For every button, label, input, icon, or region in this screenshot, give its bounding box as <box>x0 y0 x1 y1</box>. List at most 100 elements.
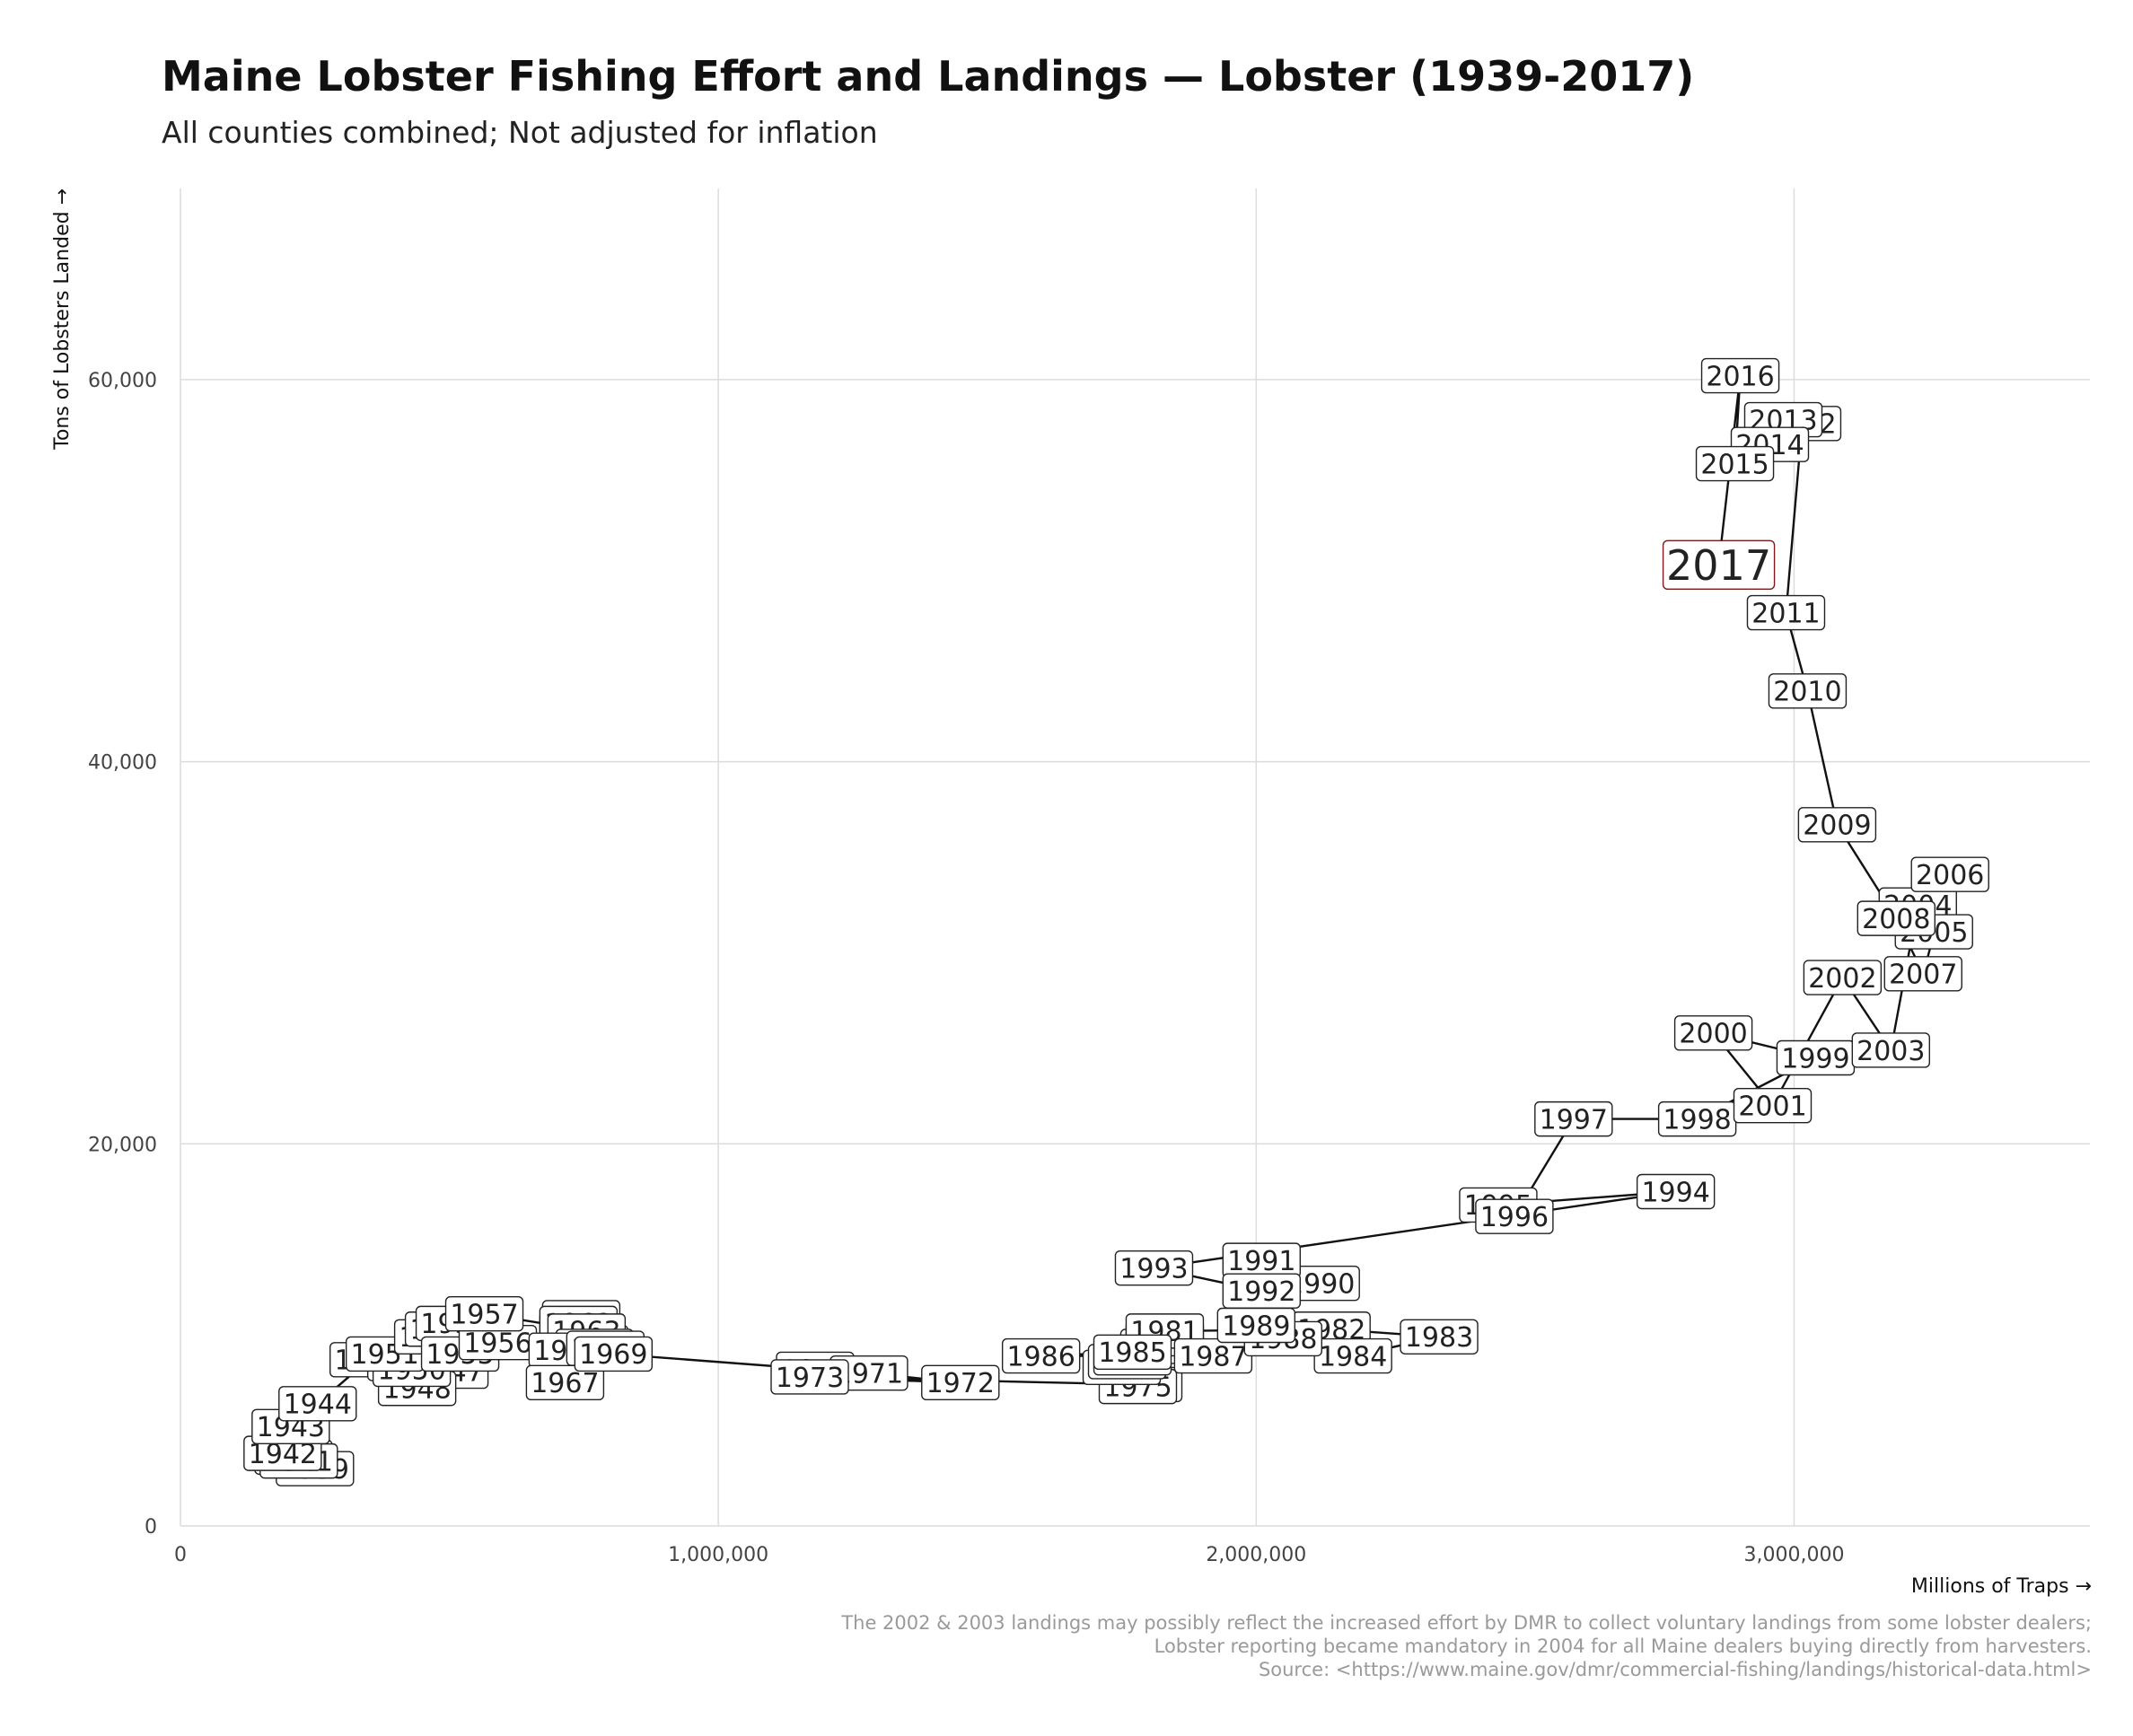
year-label-text: 1985 <box>1098 1337 1166 1369</box>
year-label-box <box>278 1386 357 1422</box>
y-tick-label: 0 <box>145 1516 157 1539</box>
year-label-box <box>444 1296 524 1332</box>
year-label: 1997 <box>1534 1100 1613 1137</box>
year-label-text: 1956 <box>463 1328 531 1359</box>
year-label-text: 2010 <box>1773 677 1841 708</box>
year-label: 1992 <box>1222 1273 1302 1309</box>
x-tick-label: 1,000,000 <box>668 1544 768 1566</box>
year-label: 1973 <box>770 1359 849 1395</box>
year-label-box <box>1910 856 1989 892</box>
year-label: 2007 <box>1883 956 1962 992</box>
year-label: 1993 <box>1114 1249 1194 1286</box>
year-label: 1984 <box>1313 1337 1392 1374</box>
year-label-text: 2000 <box>1679 1019 1747 1050</box>
year-label: 1983 <box>1400 1319 1479 1355</box>
chart-caption: The 2002 & 2003 landings may possibly re… <box>841 1611 2092 1681</box>
year-label-box <box>1883 956 1962 992</box>
year-label-text: 1957 <box>450 1300 518 1331</box>
year-label: 2006 <box>1910 856 1989 892</box>
year-label-text: 1983 <box>1405 1322 1473 1354</box>
year-label-box <box>1733 1088 1813 1124</box>
year-label-box <box>1534 1100 1613 1137</box>
x-axis-title: Millions of Traps → <box>1911 1575 2092 1598</box>
x-tick-label: 2,000,000 <box>1206 1544 1306 1566</box>
year-label: 2001 <box>1733 1088 1813 1124</box>
caption-line-2: Lobster reporting became mandatory in 20… <box>1154 1635 2092 1657</box>
y-tick-label: 20,000 <box>88 1134 157 1156</box>
year-label: 2009 <box>1797 807 1877 843</box>
year-label: 2002 <box>1803 960 1883 995</box>
year-label-box <box>1695 445 1775 482</box>
year-label-text: 2007 <box>1889 960 1957 991</box>
year-label: 1986 <box>1001 1337 1081 1374</box>
year-label: 1996 <box>1475 1198 1554 1234</box>
year-label-box <box>1797 807 1877 843</box>
year-label-text: 1969 <box>579 1339 647 1371</box>
year-label: 1972 <box>921 1364 1000 1401</box>
year-label: 1994 <box>1636 1173 1716 1210</box>
year-label: 1985 <box>1093 1334 1172 1371</box>
year-label-box <box>1093 1334 1172 1371</box>
x-tick-label: 0 <box>174 1544 187 1566</box>
year-label: 1956 <box>458 1324 538 1361</box>
year-label: 2008 <box>1856 900 1936 936</box>
year-label-box <box>1662 539 1776 591</box>
year-label: 2010 <box>1768 673 1848 709</box>
year-label-text: 2001 <box>1738 1092 1806 1123</box>
year-label-text: 1992 <box>1227 1276 1295 1308</box>
year-label: 2016 <box>1700 357 1780 394</box>
year-label-box <box>1114 1249 1194 1286</box>
year-label-text: 1944 <box>284 1390 352 1421</box>
year-label-text: 1991 <box>1227 1246 1295 1277</box>
year-label-text: 2002 <box>1808 963 1876 995</box>
y-axis-title: Tons of Lobsters Landed → <box>51 189 74 451</box>
year-label-text: 1996 <box>1480 1202 1549 1233</box>
year-label-text: 1987 <box>1179 1341 1247 1372</box>
year-label-text: 1999 <box>1781 1043 1849 1074</box>
year-label-text: 1973 <box>776 1363 844 1394</box>
year-label-text: 1997 <box>1540 1104 1608 1135</box>
year-label-text: 1998 <box>1663 1104 1731 1135</box>
year-label: 1957 <box>444 1296 524 1332</box>
y-tick-label: 40,000 <box>88 752 157 775</box>
caption-line-1: The 2002 & 2003 landings may possibly re… <box>841 1612 2092 1634</box>
year-label: 2000 <box>1673 1015 1753 1051</box>
year-label-box <box>1001 1337 1081 1374</box>
year-label-box <box>1673 1015 1753 1051</box>
year-label-text: 1967 <box>531 1368 599 1399</box>
year-label: 2011 <box>1746 594 1826 631</box>
year-label: 1944 <box>278 1386 357 1422</box>
year-label: 2003 <box>1851 1032 1931 1068</box>
year-label-box <box>1400 1319 1479 1355</box>
year-label-text: 2009 <box>1803 811 1871 842</box>
year-label-box <box>921 1364 1000 1401</box>
year-label-text: 1989 <box>1222 1311 1290 1342</box>
year-label-text: 1984 <box>1319 1341 1387 1372</box>
year-label-text: 2011 <box>1751 598 1820 629</box>
year-label-box <box>1746 594 1826 631</box>
year-label-box <box>1803 960 1883 995</box>
year-label-box <box>525 1364 605 1401</box>
year-label-box <box>1768 673 1848 709</box>
year-label-layer: 1939194019411942194319441945194619471948… <box>243 357 1989 1486</box>
year-label-box <box>1475 1198 1554 1234</box>
y-tick-label: 60,000 <box>88 370 157 392</box>
year-label-text: 1986 <box>1006 1341 1075 1372</box>
year-label-text: 2006 <box>1916 860 1984 891</box>
year-label-text: 2003 <box>1856 1036 1925 1067</box>
year-label: 1969 <box>574 1336 654 1372</box>
chart-subtitle: All counties combined; Not adjusted for … <box>162 115 878 150</box>
year-label: 1989 <box>1216 1307 1296 1344</box>
tick-label-layer: 0 1,000,000 2,000,000 3,000,000 0 20,000 40,00… <box>88 370 1844 1566</box>
year-label: 2017 <box>1662 539 1776 591</box>
year-label-box <box>1856 900 1936 936</box>
year-label-box <box>1636 1173 1716 1210</box>
series-line <box>281 374 1952 1470</box>
year-label-text: 2016 <box>1706 361 1774 392</box>
year-label-text: 1993 <box>1119 1253 1188 1284</box>
year-label-text: 1972 <box>926 1368 995 1399</box>
year-label: 1967 <box>525 1364 605 1401</box>
year-label-text: 2008 <box>1862 904 1930 935</box>
year-label: 1987 <box>1173 1337 1253 1374</box>
year-label: 1999 <box>1776 1039 1856 1076</box>
